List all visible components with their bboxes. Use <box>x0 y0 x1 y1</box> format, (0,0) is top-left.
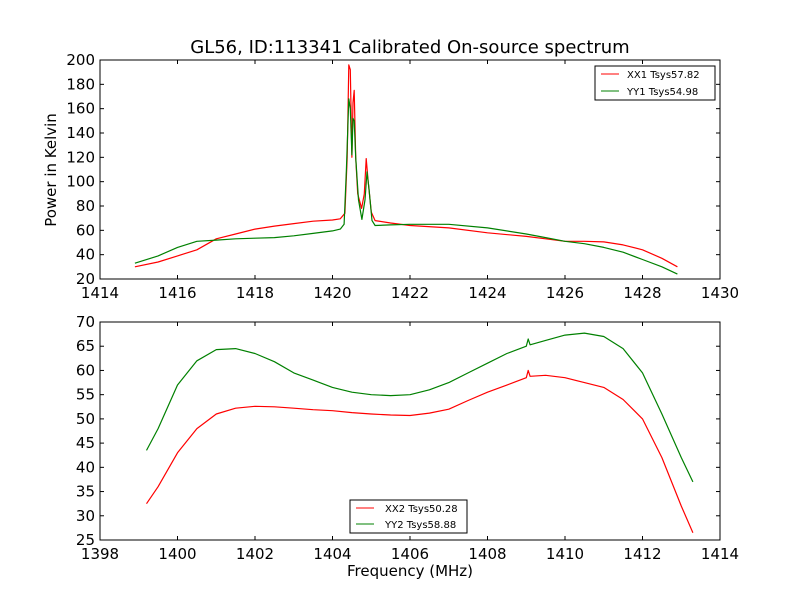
y-axis-label: Power in Kelvin <box>42 113 60 227</box>
bottom-plot-legend: XX2 Tsys50.28 YY2 Tsys58.88 <box>349 499 468 534</box>
y-tick-label: 70 <box>76 313 95 331</box>
legend-label-xx2: XX2 Tsys50.28 <box>385 504 458 515</box>
x-tick-label: 1408 <box>468 545 506 563</box>
legend-label-yy1: YY1 Tsys54.98 <box>626 87 698 98</box>
x-tick-label: 1420 <box>313 284 351 302</box>
x-tick-label: 1410 <box>546 545 584 563</box>
y-tick-label: 60 <box>76 221 95 239</box>
top-plot: Power in Kelvin 1414 1416 1418 1420 1422 1424… <box>42 51 739 302</box>
x-tick-label: 1406 <box>391 545 429 563</box>
x-tick-label: 1412 <box>623 545 661 563</box>
y-tick-label: 65 <box>76 337 95 355</box>
y-tick-label: 45 <box>76 434 95 452</box>
x-tick-label: 1400 <box>158 545 196 563</box>
y-tick-label: 80 <box>76 197 95 215</box>
top-plot-legend: XX1 Tsys57.82 YY1 Tsys54.98 <box>594 65 716 101</box>
y-tick-label: 40 <box>76 458 95 476</box>
bottom-plot-ticks: 1398 1400 1402 1404 1406 1408 1410 1412 1414 25 30… <box>76 313 739 563</box>
x-tick-label: 1424 <box>468 284 506 302</box>
x-tick-label: 1398 <box>81 545 119 563</box>
series-line-yy2 <box>145 332 694 483</box>
y-tick-label: 140 <box>66 124 95 142</box>
y-tick-label: 30 <box>76 507 95 525</box>
legend-box <box>594 65 716 101</box>
x-tick-label: 1404 <box>313 545 351 563</box>
x-tick-label: 1416 <box>158 284 196 302</box>
bottom-plot-series <box>145 332 694 533</box>
bottom-plot: 1398 1400 1402 1404 1406 1408 1410 1412 1414 25 30… <box>76 313 739 580</box>
y-tick-label: 200 <box>66 51 95 69</box>
x-tick-label: 1430 <box>701 284 739 302</box>
y-tick-label: 50 <box>76 410 95 428</box>
x-tick-label: 1428 <box>623 284 661 302</box>
series-line-xx2 <box>146 369 694 533</box>
top-plot-ticks: 1414 1416 1418 1420 1422 1424 1426 1428 1430 20 40… <box>66 51 739 302</box>
y-tick-label: 35 <box>76 483 95 501</box>
y-tick-label: 60 <box>76 361 95 379</box>
x-axis-label: Frequency (MHz) <box>347 562 473 580</box>
y-tick-label: 120 <box>66 148 95 166</box>
x-tick-label: 1422 <box>391 284 429 302</box>
legend-box <box>349 499 468 534</box>
y-tick-label: 100 <box>66 173 95 191</box>
y-tick-label: 160 <box>66 100 95 118</box>
y-tick-label: 20 <box>76 270 95 288</box>
y-tick-label: 55 <box>76 386 95 404</box>
x-tick-label: 1414 <box>701 545 739 563</box>
legend-label-yy2: YY2 Tsys58.88 <box>384 520 456 531</box>
x-tick-label: 1402 <box>236 545 274 563</box>
x-tick-label: 1414 <box>81 284 119 302</box>
top-plot-series <box>134 64 678 275</box>
bottom-plot-frame <box>99 321 721 541</box>
top-plot-frame <box>99 59 721 280</box>
x-tick-label: 1418 <box>236 284 274 302</box>
y-tick-label: 40 <box>76 246 95 264</box>
chart-title: GL56, ID:113341 Calibrated On-source spe… <box>190 37 629 58</box>
y-tick-label: 180 <box>66 75 95 93</box>
x-tick-label: 1426 <box>546 284 584 302</box>
y-tick-label: 25 <box>76 531 95 549</box>
legend-label-xx1: XX1 Tsys57.82 <box>627 70 700 81</box>
series-line-yy1 <box>134 98 678 275</box>
